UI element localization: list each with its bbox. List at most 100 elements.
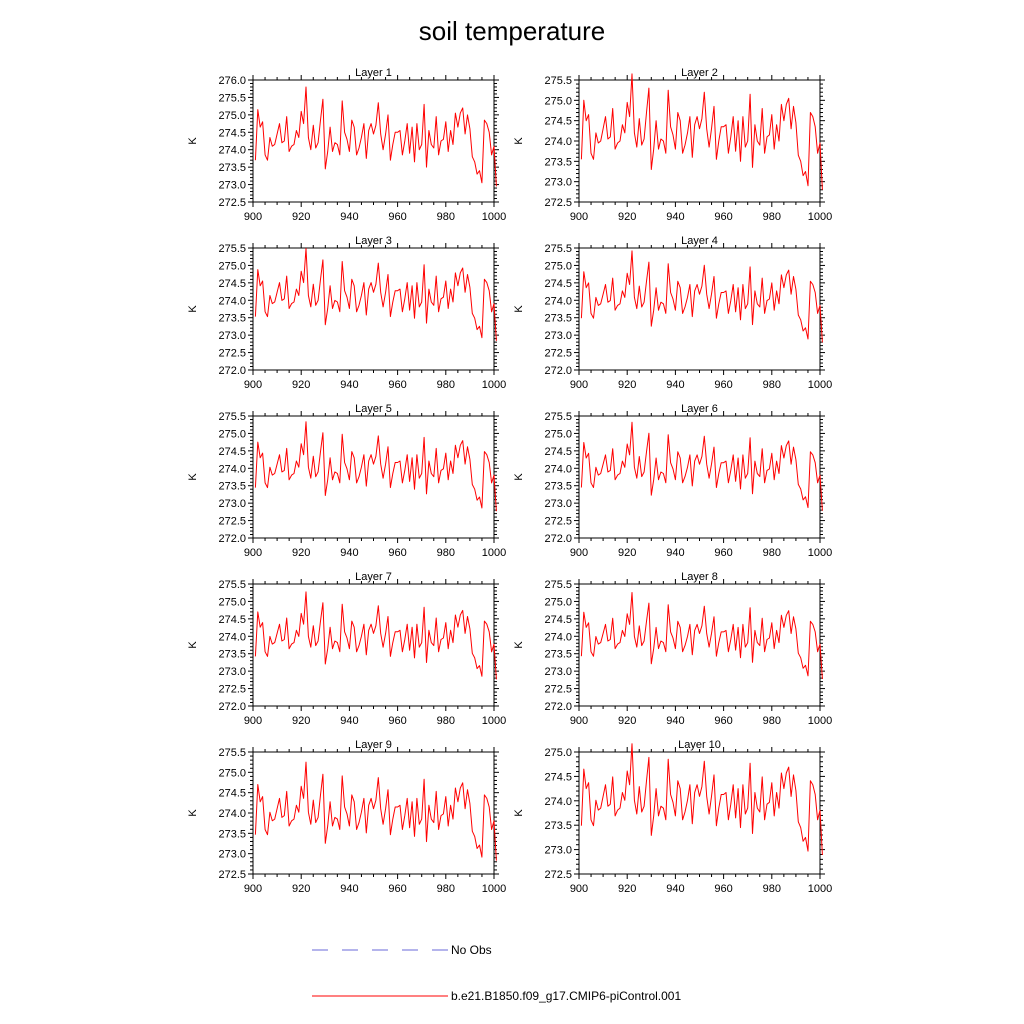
- panel-layer-1: Layer 1 K 900 920 940 960 980 1000 272.5 273.0 273…: [187, 67, 506, 223]
- legend: No Obs b.e21.B1850.f09_g17.CMIP6-piContr…: [312, 943, 681, 1003]
- panel-title: Layer 1: [355, 67, 392, 79]
- x-tick-label: 980: [763, 715, 781, 727]
- x-tick-label: 920: [618, 547, 636, 559]
- x-tick-label: 960: [388, 211, 406, 223]
- x-tick-label: 940: [666, 211, 684, 223]
- y-tick-label: 273.0: [218, 180, 246, 192]
- x-tick-label: 1000: [482, 379, 506, 391]
- y-axis-label: K: [187, 809, 199, 817]
- y-tick-label: 275.0: [544, 747, 572, 759]
- x-tick-label: 940: [340, 547, 358, 559]
- y-tick-label: 275.5: [218, 92, 246, 104]
- y-tick-label: 273.0: [544, 666, 572, 678]
- y-tick-label: 273.0: [544, 330, 572, 342]
- panel-title: Layer 3: [355, 235, 392, 247]
- x-tick-label: 1000: [808, 715, 832, 727]
- y-tick-label: 275.5: [544, 75, 572, 87]
- x-tick-label: 1000: [808, 379, 832, 391]
- panel-layer-6: Layer 6 K 900 920 940 960 980 1000 272.0 272.5 273…: [513, 403, 832, 559]
- legend-model-label: b.e21.B1850.f09_g17.CMIP6-piControl.001: [451, 989, 681, 1003]
- series-line-layer-10: [580, 743, 823, 856]
- series-line-layer-7: [254, 591, 497, 680]
- y-tick-label: 272.0: [544, 365, 572, 377]
- y-tick-label: 274.0: [218, 145, 246, 157]
- y-tick-label: 275.5: [218, 411, 246, 423]
- y-axis-label: K: [187, 305, 199, 313]
- y-tick-label: 274.0: [544, 295, 572, 307]
- panel-layer-4: Layer 4 K 900 920 940 960 980 1000 272.0 272.5 273…: [513, 235, 832, 391]
- y-tick-label: 273.0: [218, 666, 246, 678]
- legend-no-obs-label: No Obs: [451, 943, 492, 957]
- series-line-layer-1: [254, 86, 497, 187]
- x-tick-label: 900: [570, 211, 588, 223]
- y-tick-label: 274.0: [544, 631, 572, 643]
- y-tick-label: 272.5: [218, 869, 246, 881]
- y-axis-label: K: [513, 473, 525, 481]
- y-tick-label: 272.0: [218, 365, 246, 377]
- y-tick-label: 272.5: [544, 684, 572, 696]
- panel-title: Layer 8: [681, 571, 718, 583]
- x-tick-label: 940: [666, 883, 684, 895]
- x-tick-label: 960: [714, 379, 732, 391]
- y-axis-label: K: [187, 137, 199, 145]
- y-tick-label: 272.5: [544, 197, 572, 209]
- panel-layer-10: Layer 10 K 900 920 940 960 980 1000 272.5 273.0 27…: [513, 739, 832, 895]
- x-tick-label: 900: [244, 547, 262, 559]
- y-tick-label: 273.5: [218, 313, 246, 325]
- y-axis-label: K: [513, 305, 525, 313]
- x-tick-label: 960: [388, 883, 406, 895]
- panels-group: Layer 1 K 900 920 940 960 980 1000 272.5 273.0 273…: [187, 67, 832, 895]
- panel-layer-8: Layer 8 K 900 920 940 960 980 1000 272.0 272.5 273…: [513, 571, 832, 727]
- panel-layer-9: Layer 9 K 900 920 940 960 980 1000 272.5 273.0 273…: [187, 739, 506, 895]
- x-tick-label: 900: [244, 883, 262, 895]
- y-tick-label: 275.0: [218, 110, 246, 122]
- x-tick-label: 900: [244, 211, 262, 223]
- panel-layer-5: Layer 5 K 900 920 940 960 980 1000 272.0 272.5 273…: [187, 403, 506, 559]
- y-tick-label: 273.5: [544, 313, 572, 325]
- y-tick-label: 275.0: [218, 596, 246, 608]
- panel-title: Layer 2: [681, 67, 718, 79]
- y-tick-label: 275.0: [544, 95, 572, 107]
- x-tick-label: 920: [292, 715, 310, 727]
- y-tick-label: 274.5: [218, 788, 246, 800]
- panel-title: Layer 10: [678, 739, 721, 751]
- x-tick-label: 900: [570, 379, 588, 391]
- panel-title: Layer 7: [355, 571, 392, 583]
- x-tick-label: 980: [437, 547, 455, 559]
- x-tick-label: 960: [388, 547, 406, 559]
- x-tick-label: 960: [714, 883, 732, 895]
- y-tick-label: 272.5: [544, 869, 572, 881]
- y-tick-label: 273.5: [218, 828, 246, 840]
- y-tick-label: 274.5: [218, 446, 246, 458]
- series-line-layer-8: [580, 592, 823, 680]
- y-tick-label: 273.0: [544, 498, 572, 510]
- y-tick-label: 273.5: [544, 820, 572, 832]
- y-tick-label: 275.5: [218, 747, 246, 759]
- x-tick-label: 900: [570, 883, 588, 895]
- y-tick-label: 272.5: [218, 197, 246, 209]
- y-tick-label: 273.0: [218, 498, 246, 510]
- y-tick-label: 274.5: [544, 771, 572, 783]
- x-tick-label: 920: [618, 211, 636, 223]
- series-line-layer-2: [580, 73, 823, 190]
- y-tick-label: 274.5: [218, 614, 246, 626]
- panel-layer-3: Layer 3 K 900 920 940 960 980 1000 272.0 272.5 273…: [187, 235, 506, 391]
- x-tick-label: 920: [292, 547, 310, 559]
- x-tick-label: 940: [666, 379, 684, 391]
- y-tick-label: 273.0: [544, 845, 572, 857]
- y-tick-label: 272.0: [544, 533, 572, 545]
- y-tick-label: 273.5: [544, 649, 572, 661]
- y-tick-label: 274.5: [544, 446, 572, 458]
- series-line-layer-5: [254, 421, 497, 512]
- x-tick-label: 980: [763, 211, 781, 223]
- y-tick-label: 274.0: [544, 796, 572, 808]
- y-tick-label: 274.0: [544, 136, 572, 148]
- y-tick-label: 275.5: [544, 243, 572, 255]
- x-tick-label: 940: [666, 547, 684, 559]
- panel-title: Layer 5: [355, 403, 392, 415]
- x-tick-label: 1000: [482, 547, 506, 559]
- x-tick-label: 940: [666, 715, 684, 727]
- y-tick-label: 275.0: [544, 260, 572, 272]
- y-tick-label: 274.0: [218, 808, 246, 820]
- y-tick-label: 274.0: [218, 463, 246, 475]
